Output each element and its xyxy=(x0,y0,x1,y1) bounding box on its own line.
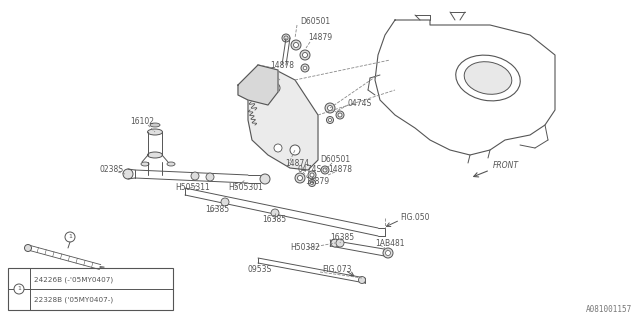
Circle shape xyxy=(321,166,329,174)
Text: 14874: 14874 xyxy=(285,158,309,167)
Circle shape xyxy=(274,144,282,152)
Circle shape xyxy=(221,198,229,206)
Text: 14879: 14879 xyxy=(308,33,332,42)
Circle shape xyxy=(325,103,335,113)
Circle shape xyxy=(123,169,133,179)
Circle shape xyxy=(303,66,307,70)
Circle shape xyxy=(385,251,390,255)
Circle shape xyxy=(383,248,393,258)
Text: 14878: 14878 xyxy=(270,60,294,69)
Polygon shape xyxy=(248,65,318,170)
Circle shape xyxy=(295,173,305,183)
Circle shape xyxy=(308,171,316,179)
Circle shape xyxy=(284,36,288,40)
Circle shape xyxy=(24,244,31,252)
Text: 0474S: 0474S xyxy=(297,165,321,174)
Text: H505311: H505311 xyxy=(175,182,210,191)
Circle shape xyxy=(291,40,301,50)
Ellipse shape xyxy=(464,62,512,94)
Circle shape xyxy=(323,168,327,172)
Circle shape xyxy=(331,239,339,247)
Text: 1AB481: 1AB481 xyxy=(375,239,404,249)
Text: 0953S: 0953S xyxy=(248,266,272,275)
Text: 16385: 16385 xyxy=(205,205,229,214)
Bar xyxy=(8,268,173,310)
Circle shape xyxy=(301,64,309,72)
Circle shape xyxy=(298,175,303,180)
Circle shape xyxy=(300,50,310,60)
Text: FIG.050: FIG.050 xyxy=(400,212,429,221)
Ellipse shape xyxy=(150,123,160,127)
Text: 16385: 16385 xyxy=(330,233,354,242)
Circle shape xyxy=(65,232,75,242)
Circle shape xyxy=(336,239,344,247)
Circle shape xyxy=(303,52,307,58)
Text: 24226B (-'05MY0407): 24226B (-'05MY0407) xyxy=(34,277,113,283)
Circle shape xyxy=(336,111,344,119)
Circle shape xyxy=(260,174,270,184)
Text: 16102: 16102 xyxy=(130,117,154,126)
Text: 0474S: 0474S xyxy=(348,99,372,108)
Circle shape xyxy=(326,116,333,124)
Text: A081001157: A081001157 xyxy=(586,305,632,314)
Text: D60501: D60501 xyxy=(300,18,330,27)
Ellipse shape xyxy=(147,152,163,158)
Text: H505301: H505301 xyxy=(228,182,263,191)
Text: 16385: 16385 xyxy=(262,214,286,223)
Circle shape xyxy=(358,276,365,284)
Circle shape xyxy=(308,180,316,187)
Circle shape xyxy=(206,173,214,181)
Circle shape xyxy=(191,172,199,180)
Text: 0238S: 0238S xyxy=(100,165,124,174)
Text: 14879: 14879 xyxy=(305,178,329,187)
Circle shape xyxy=(328,106,333,110)
Polygon shape xyxy=(238,65,278,105)
Text: 1: 1 xyxy=(17,286,21,292)
Text: D60501: D60501 xyxy=(320,156,350,164)
Text: 1: 1 xyxy=(68,235,72,239)
Text: H50382: H50382 xyxy=(290,243,320,252)
Circle shape xyxy=(310,181,314,185)
Text: 22328B ('05MY0407-): 22328B ('05MY0407-) xyxy=(34,297,113,303)
Circle shape xyxy=(310,173,314,177)
Circle shape xyxy=(290,145,300,155)
Circle shape xyxy=(338,113,342,117)
Circle shape xyxy=(328,118,332,122)
Ellipse shape xyxy=(167,162,175,166)
Text: 14878: 14878 xyxy=(328,165,352,174)
Text: FIG.073: FIG.073 xyxy=(322,265,351,274)
Circle shape xyxy=(270,83,280,93)
Ellipse shape xyxy=(456,55,520,101)
Ellipse shape xyxy=(141,162,149,166)
Circle shape xyxy=(282,34,290,42)
Text: FRONT: FRONT xyxy=(493,161,519,170)
Circle shape xyxy=(271,209,279,217)
Circle shape xyxy=(14,284,24,294)
Ellipse shape xyxy=(147,129,163,135)
Circle shape xyxy=(294,43,298,47)
